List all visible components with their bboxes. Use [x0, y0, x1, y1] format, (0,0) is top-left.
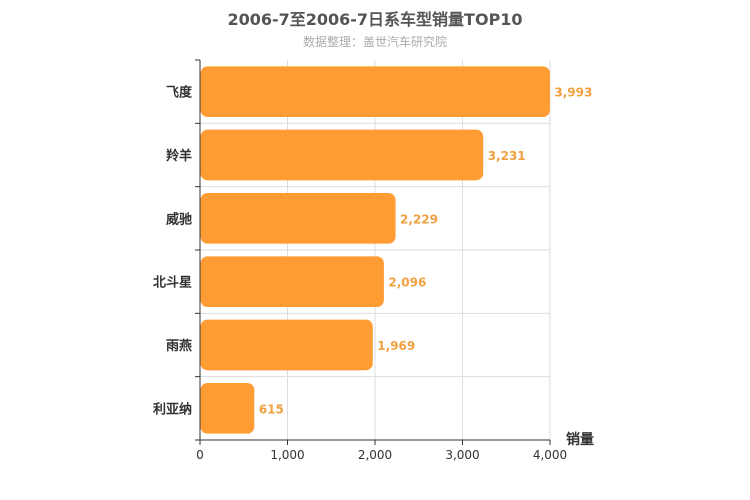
bar[interactable] [200, 129, 484, 181]
data-label: 2,229 [400, 212, 438, 226]
data-label: 1,969 [377, 339, 415, 353]
bar[interactable] [200, 383, 255, 434]
category-label: 雨燕 [166, 338, 192, 354]
data-label: 3,993 [554, 86, 592, 100]
chart-subtitle: 数据整理：盖世汽车研究院 [302, 35, 447, 49]
bar[interactable] [200, 256, 384, 307]
data-label: 2,096 [388, 276, 426, 290]
bar[interactable] [200, 319, 373, 371]
data-label: 615 [259, 402, 284, 416]
x-tick-label: 0 [196, 448, 204, 462]
x-tick-label: 2,000 [358, 448, 392, 462]
x-tick-label: 3,000 [445, 448, 479, 462]
category-label: 北斗星 [153, 276, 192, 291]
data-label: 3,231 [488, 149, 526, 163]
bar[interactable] [200, 193, 396, 244]
category-label: 飞度 [166, 85, 193, 101]
chart-title: 2006-7至2006-7日系车型销量TOP10 [227, 10, 523, 29]
category-label: 威驰 [166, 211, 192, 227]
x-tick-label: 1,000 [270, 448, 304, 462]
x-tick-label: 4,000 [533, 448, 567, 462]
category-label: 利亚纳 [153, 401, 192, 417]
bar[interactable] [200, 66, 550, 117]
category-label: 羚羊 [166, 148, 192, 164]
x-axis-title: 销量 [566, 431, 594, 448]
